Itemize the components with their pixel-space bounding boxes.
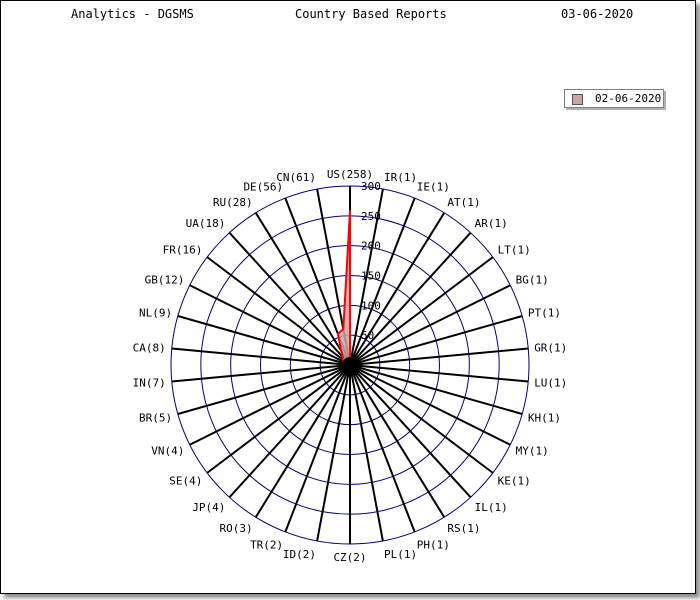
app-title: Analytics - DGSMS [71,7,194,21]
radar-spoke-24 [189,364,351,446]
radar-category-label-26: IN(7) [133,377,166,390]
radar-series [336,210,358,373]
radar-point-32 [340,350,343,352]
radar-point-30 [341,358,344,361]
radar-point-33 [337,333,339,335]
radar-chart: 50 100 150 200 250 300 US(258) IR(1)IE(1) AT(1)… [133,168,568,564]
radar-point-1 [349,210,351,212]
radar-category-label-14: IL(1) [475,501,508,514]
radar-category-label-9: GR(1) [534,341,567,354]
radar-category-label-17: PL(1) [384,548,417,561]
radar-category-label-20: TR(2) [250,539,283,552]
radar-spoke-27 [171,347,351,366]
radar-category-label-11: KH(1) [528,412,561,425]
radar-category-label-1: US(258) [327,168,373,181]
radar-spoke-23 [206,364,351,474]
radar-spoke-29 [189,284,351,366]
radar-spoke-12 [349,364,511,446]
radar-spoke-10 [349,364,529,383]
radar-spoke-17 [349,364,384,542]
radar-category-label-28: NL(9) [139,307,172,320]
legend-entry-label: 02-06-2020 [595,92,662,105]
radar-tick-label-3: 150 [361,270,381,283]
radar-category-label-10: LU(1) [534,377,567,390]
radar-spoke-31 [228,232,351,366]
radar-spoke-19 [316,364,351,542]
radar-spoke-3 [349,197,416,366]
chart-legend: 02-06-2020 [564,89,664,108]
radar-category-label-7: BG(1) [516,273,549,286]
radar-spoke-9 [349,347,529,366]
radar-category-label-34: CN(61) [276,171,316,184]
radar-category-label-13: KE(1) [498,475,531,488]
radar-category-label-21: RO(3) [219,522,252,535]
radar-point-34 [342,328,345,331]
radar-category-label-4: AT(1) [447,196,480,209]
radar-category-label-23: SE(4) [169,475,202,488]
radar-spoke-8 [349,315,523,366]
radar-category-label-22: JP(4) [192,501,225,514]
chart-header: Analytics - DGSMS Country Based Reports … [1,1,695,25]
radar-tick-label-5: 250 [361,210,381,223]
radar-category-label-30: FR(16) [163,243,203,256]
radar-category-label-31: UA(18) [186,217,226,230]
radar-center-hub [342,357,358,373]
radar-spoke-13 [349,364,494,474]
report-date: 03-06-2020 [561,7,634,21]
radar-spoke-26 [171,364,351,383]
report-title: Country Based Reports [295,7,447,21]
radar-tick-label-6: 300 [361,180,381,193]
radar-spoke-15 [349,364,446,518]
radar-category-label-5: AR(1) [475,217,508,230]
radar-spoke-25 [177,364,351,415]
radar-spoke-22 [228,364,351,498]
radar-spoke-5 [349,232,472,366]
radar-category-label-24: VN(4) [151,445,184,458]
radar-category-label-25: BR(5) [139,412,172,425]
radar-tick-labels: 50 100 150 200 250 300 [361,180,381,342]
radar-spoke-7 [349,284,511,366]
radar-tick-label-4: 200 [361,240,381,253]
radar-category-label-2: IR(1) [384,171,417,184]
radar-spoke-21 [254,364,351,518]
radar-series-1-area [336,210,352,368]
radar-spoke-32 [254,212,351,366]
radar-category-label-8: PT(1) [528,307,561,320]
radar-category-label-3: IE(1) [417,181,450,194]
radar-spoke-4 [349,212,446,366]
radar-category-label-15: RS(1) [447,522,480,535]
radar-spoke-30 [206,256,351,366]
radar-tick-label-2: 100 [361,299,381,312]
radar-category-label-6: LT(1) [498,243,531,256]
radar-spoke-6 [349,256,494,366]
radar-spoke-14 [349,364,472,498]
radar-category-label-19: ID(2) [283,548,316,561]
radar-category-label-12: MY(1) [516,445,549,458]
radar-category-labels: US(258) IR(1)IE(1) AT(1) AR(1) LT(1) BG(1) PT(… [133,168,568,564]
radar-tick-label-1: 50 [361,329,374,342]
radar-category-label-27: CA(8) [133,341,166,354]
radar-category-label-29: GB(12) [145,273,185,286]
legend-swatch [572,94,583,105]
radar-spoke-20 [284,364,351,533]
radar-spoke-28 [177,315,351,366]
radar-spoke-2 [349,188,384,366]
radar-spoke-16 [349,364,416,533]
radar-category-label-32: RU(28) [213,196,253,209]
radar-spoke-11 [349,364,523,415]
radar-point-31 [342,356,344,358]
radar-category-label-33: DE(56) [243,181,283,194]
radar-category-label-18: CZ(2) [333,551,366,564]
radar-category-label-16: PH(1) [417,539,450,552]
